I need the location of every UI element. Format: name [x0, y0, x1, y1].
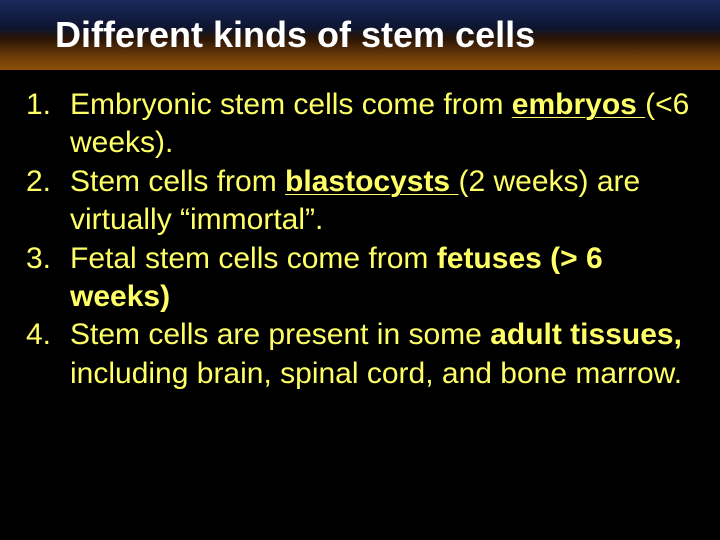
slide: Different kinds of stem cells 1.Embryoni…	[0, 0, 720, 540]
list-item: 1.Embryonic stem cells come from embryos…	[26, 86, 694, 163]
list-content: Embryonic stem cells come from embryos (…	[70, 86, 694, 163]
text-run: embryos	[512, 88, 645, 121]
text-run: Stem cells from	[70, 165, 285, 198]
title-band: Different kinds of stem cells	[0, 0, 720, 70]
text-run: adult tissues,	[490, 318, 682, 351]
text-run: Embryonic stem cells come from	[70, 88, 512, 121]
list-number: 4.	[26, 316, 70, 393]
list-number: 1.	[26, 86, 70, 163]
slide-title: Different kinds of stem cells	[55, 14, 535, 56]
list-number: 2.	[26, 163, 70, 240]
list-content: Fetal stem cells come from fetuses (> 6 …	[70, 240, 694, 317]
list-number: 3.	[26, 240, 70, 317]
body-area: 1.Embryonic stem cells come from embryos…	[0, 70, 720, 540]
list-content: Stem cells from blastocysts (2 weeks) ar…	[70, 163, 694, 240]
list-item: 2.Stem cells from blastocysts (2 weeks) …	[26, 163, 694, 240]
list-item: 3.Fetal stem cells come from fetuses (> …	[26, 240, 694, 317]
text-run: Stem cells are present in some	[70, 318, 490, 351]
text-run: blastocysts	[285, 165, 458, 198]
text-run: Fetal stem cells come from	[70, 242, 437, 275]
list-item: 4.Stem cells are present in some adult t…	[26, 316, 694, 393]
text-run: including brain, spinal cord, and bone m…	[70, 357, 682, 390]
list-content: Stem cells are present in some adult tis…	[70, 316, 694, 393]
